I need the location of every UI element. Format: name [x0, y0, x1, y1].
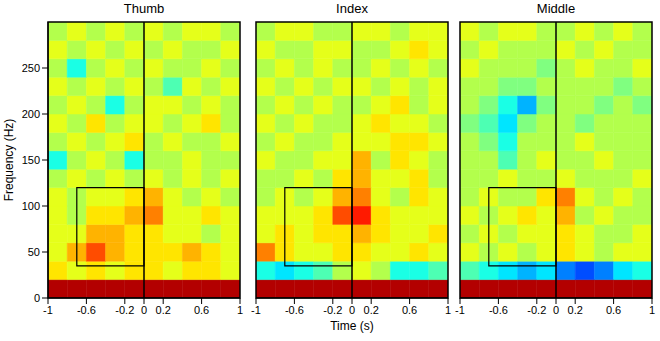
svg-text:-0.2: -0.2 — [527, 304, 546, 316]
svg-text:-1: -1 — [455, 304, 465, 316]
svg-text:0.6: 0.6 — [194, 304, 209, 316]
svg-text:-1: -1 — [43, 304, 53, 316]
svg-text:0: 0 — [553, 304, 559, 316]
svg-text:250: 250 — [22, 62, 40, 74]
svg-text:150: 150 — [22, 154, 40, 166]
svg-text:0.2: 0.2 — [364, 304, 379, 316]
svg-text:0: 0 — [141, 304, 147, 316]
html-text:Thumb: Thumb — [123, 1, 165, 16]
html-text:Middle: Middle — [536, 1, 576, 16]
svg-text:-0.6: -0.6 — [285, 304, 304, 316]
svg-text:0: 0 — [349, 304, 355, 316]
svg-text:100: 100 — [22, 200, 40, 212]
svg-text:1: 1 — [649, 304, 655, 316]
html-text:Index: Index — [336, 1, 368, 16]
svg-text:0: 0 — [34, 292, 40, 304]
svg-text:-0.6: -0.6 — [489, 304, 508, 316]
svg-text:0.6: 0.6 — [606, 304, 621, 316]
svg-text:50: 50 — [28, 246, 40, 258]
svg-text:-0.6: -0.6 — [77, 304, 96, 316]
svg-text:-0.2: -0.2 — [115, 304, 134, 316]
html-text:Time (s): Time (s) — [330, 319, 374, 333]
svg-text:Frequency (Hz): Frequency (Hz) — [2, 119, 16, 202]
svg-text:0.2: 0.2 — [156, 304, 171, 316]
svg-text:1: 1 — [445, 304, 451, 316]
svg-text:0.2: 0.2 — [568, 304, 583, 316]
svg-text:1: 1 — [237, 304, 243, 316]
svg-text:-1: -1 — [251, 304, 261, 316]
svg-text:-0.2: -0.2 — [323, 304, 342, 316]
svg-text:200: 200 — [22, 108, 40, 120]
svg-text:0.6: 0.6 — [402, 304, 417, 316]
